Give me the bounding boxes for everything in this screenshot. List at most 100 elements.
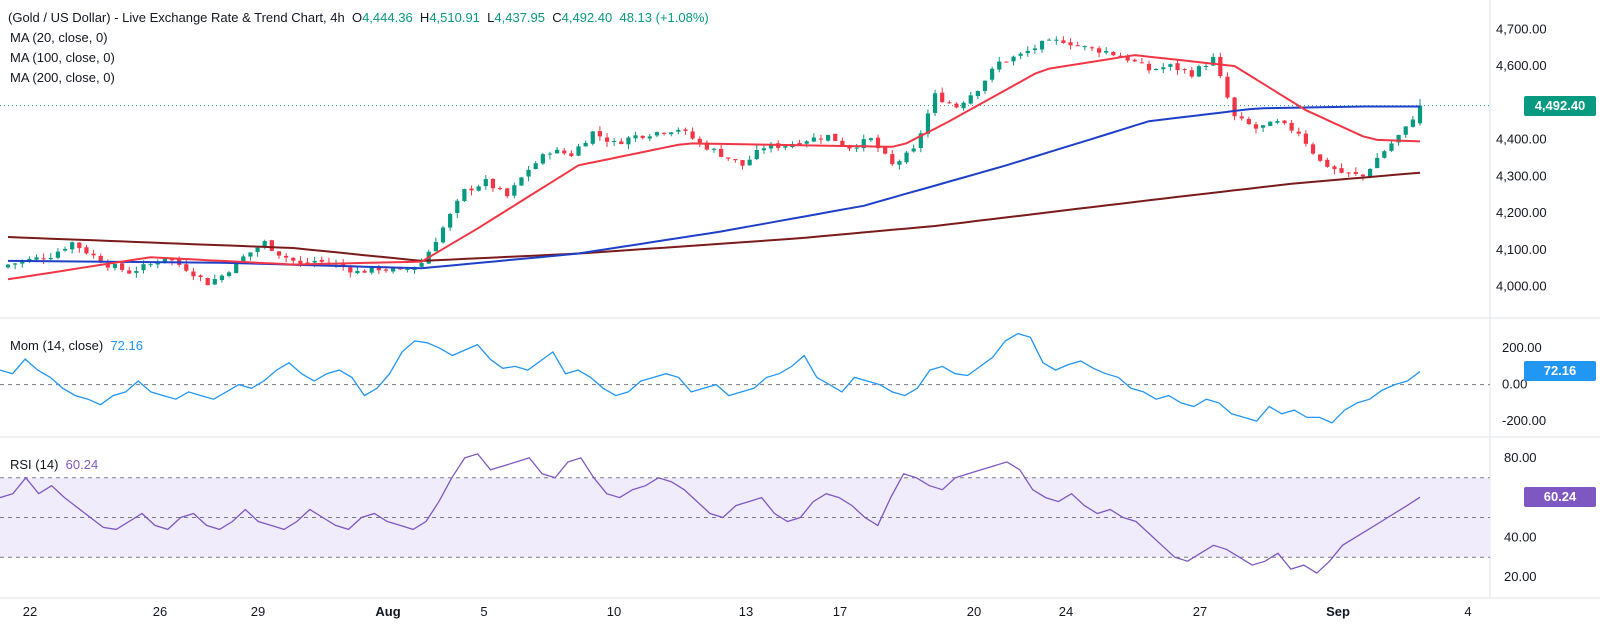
candle-body xyxy=(897,161,902,165)
candle-body xyxy=(1396,134,1401,143)
candle-body xyxy=(840,140,845,146)
candle-body xyxy=(405,268,410,270)
candle-body xyxy=(184,264,189,271)
candle-body xyxy=(219,275,225,281)
candle-body xyxy=(1175,63,1180,71)
momentum-line xyxy=(0,332,1421,424)
candle-body xyxy=(1339,168,1344,173)
time-tick-label: 4 xyxy=(1464,604,1471,619)
candle-body xyxy=(647,136,652,139)
candle-body xyxy=(1325,159,1330,167)
candle-body xyxy=(576,146,581,156)
time-tick-label: 27 xyxy=(1193,604,1207,619)
candle-body xyxy=(740,160,745,166)
candle-body xyxy=(726,157,731,159)
candle-body xyxy=(661,132,667,134)
candle-body xyxy=(5,264,11,268)
candle-body xyxy=(1246,118,1251,125)
momentum-tick-label: 0.00 xyxy=(1502,377,1527,392)
candle-body xyxy=(1146,63,1152,71)
price-tick-label: 4,000.00 xyxy=(1496,279,1547,294)
candle-body xyxy=(1039,40,1045,50)
candle-body xyxy=(854,147,859,149)
candle-body xyxy=(547,153,553,155)
candle-body xyxy=(1018,53,1023,56)
candle-body xyxy=(783,146,788,148)
candle-body xyxy=(455,200,460,214)
candle-body xyxy=(654,132,660,136)
candle-body xyxy=(1410,119,1415,127)
candle-body xyxy=(1025,50,1030,54)
ma200-legend[interactable]: MA (200, close, 0) xyxy=(10,68,115,88)
candle-body xyxy=(968,95,973,104)
momentum-legend[interactable]: Mom (14, close) 72.16 xyxy=(10,336,143,356)
candle-body xyxy=(833,133,838,141)
candle-body xyxy=(597,131,602,137)
candle-body xyxy=(1239,116,1244,119)
candle-body xyxy=(733,159,738,161)
candle-body xyxy=(697,138,702,143)
price-badge: 4,492.40 xyxy=(1524,95,1596,116)
candle-body xyxy=(932,93,938,113)
candle-body xyxy=(918,133,923,149)
high-value: 4,510.91 xyxy=(429,10,480,25)
grid-layer xyxy=(0,0,1600,599)
candle-body xyxy=(226,272,232,276)
candle-body xyxy=(62,248,68,251)
rsi-value: 60.24 xyxy=(65,457,99,472)
candle-body xyxy=(198,275,203,277)
candle-body xyxy=(469,188,474,191)
candle-body xyxy=(612,140,617,142)
candle-body xyxy=(1296,131,1301,134)
candle-body xyxy=(1061,40,1066,44)
candle-body xyxy=(626,137,631,145)
symbol-title: (Gold / US Dollar) - Live Exchange Rate … xyxy=(8,10,345,25)
candle-body xyxy=(512,185,517,196)
candle-body xyxy=(719,148,724,157)
candle-body xyxy=(1004,61,1009,63)
candle-body xyxy=(483,179,488,187)
candle-body xyxy=(1417,105,1423,124)
candle-body xyxy=(1068,42,1073,46)
candle-body xyxy=(319,259,324,262)
candle-body xyxy=(818,138,824,140)
candle-body xyxy=(826,134,831,141)
candle-body xyxy=(476,186,481,191)
candle-body xyxy=(1125,55,1130,61)
rsi-legend[interactable]: RSI (14) 60.24 xyxy=(10,455,98,475)
candle-body xyxy=(1161,67,1166,70)
ma20-legend[interactable]: MA (20, close, 0) xyxy=(10,28,108,48)
candle-body xyxy=(911,148,916,152)
candle-layer xyxy=(5,36,1423,286)
candle-body xyxy=(105,262,110,268)
candle-body xyxy=(205,278,210,286)
low-value: 4,437.95 xyxy=(494,10,545,25)
candle-body xyxy=(1253,124,1259,129)
momentum-layer xyxy=(0,332,1490,424)
price-tick-label: 4,200.00 xyxy=(1496,205,1547,220)
candle-body xyxy=(255,247,260,252)
candle-body xyxy=(519,177,524,186)
candle-body xyxy=(868,138,873,141)
candle-body xyxy=(305,262,310,264)
time-tick-label: Sep xyxy=(1326,604,1350,619)
candle-body xyxy=(590,131,595,144)
candle-body xyxy=(604,137,610,142)
candle-body xyxy=(1218,56,1223,76)
rsi-tick-label: 20.00 xyxy=(1504,569,1537,584)
candle-body xyxy=(883,147,888,154)
candle-body xyxy=(982,80,988,91)
candle-body xyxy=(747,159,752,166)
change-value: 48.13 (+1.08%) xyxy=(619,10,709,25)
candle-body xyxy=(583,142,588,147)
candle-body xyxy=(1360,174,1366,177)
candle-body xyxy=(1332,166,1337,170)
price-tick-label: 4,700.00 xyxy=(1496,21,1547,36)
candle-body xyxy=(904,152,909,163)
candle-body xyxy=(1032,48,1038,51)
candle-body xyxy=(1303,133,1308,144)
high-label: H xyxy=(419,10,430,25)
ma100-legend[interactable]: MA (100, close, 0) xyxy=(10,48,115,68)
candle-body xyxy=(312,260,317,263)
